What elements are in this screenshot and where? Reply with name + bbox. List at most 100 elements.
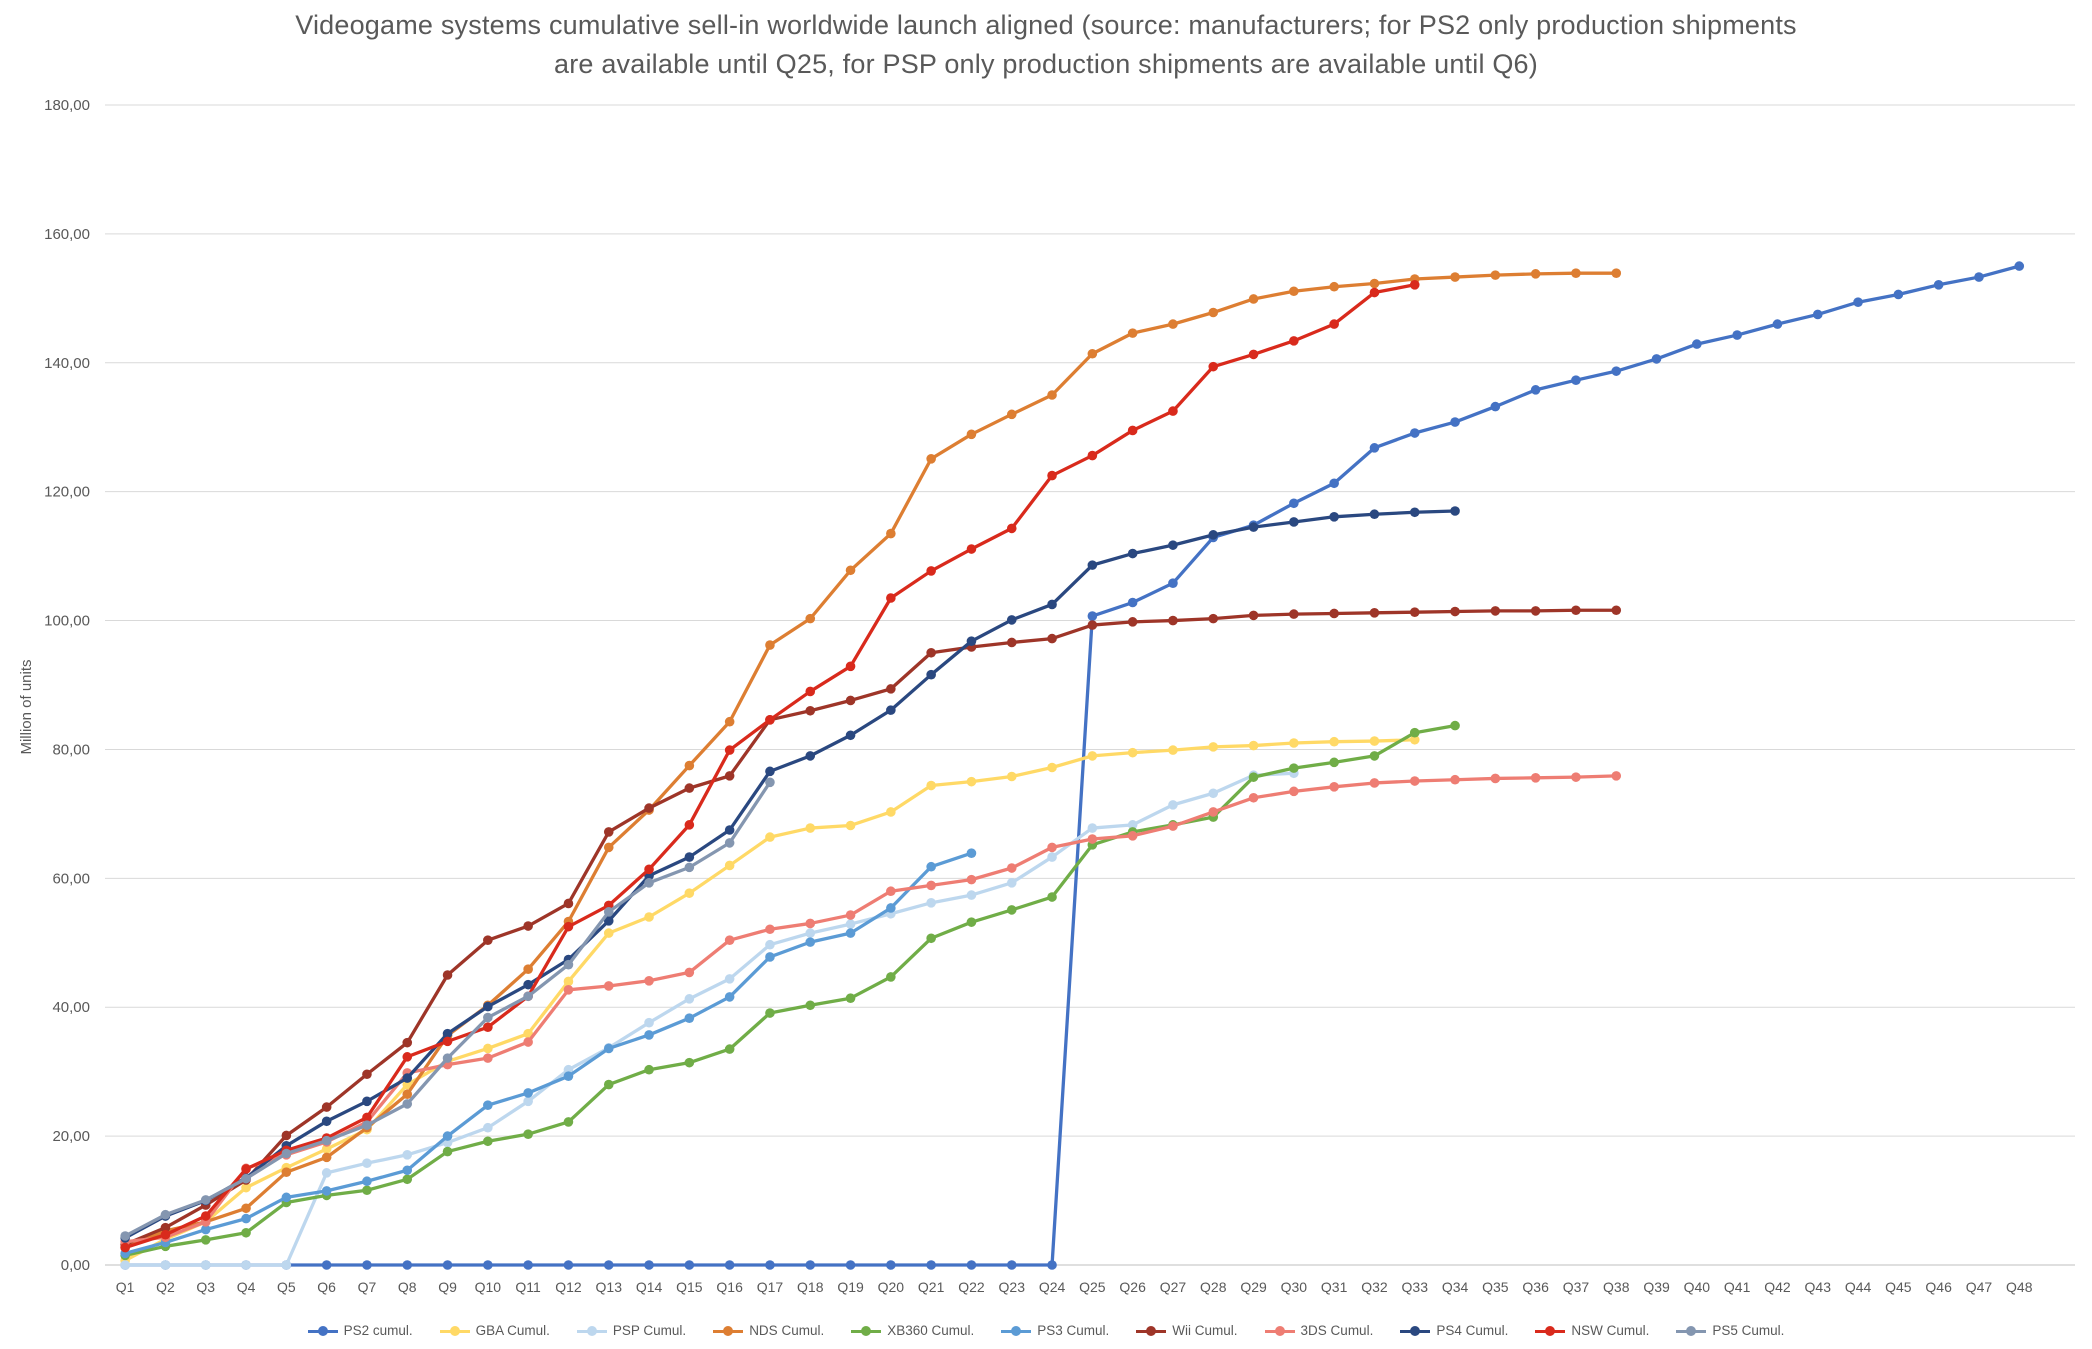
data-point xyxy=(241,1213,251,1224)
data-point xyxy=(523,921,533,931)
data-point xyxy=(402,1052,413,1062)
data-point xyxy=(644,912,654,922)
chart-title-line-2: are available until Q25, for PSP only pr… xyxy=(554,49,1538,79)
series-ps3 xyxy=(120,848,977,1259)
data-point xyxy=(483,1260,493,1270)
data-point xyxy=(1530,606,1541,616)
data-point xyxy=(1530,269,1541,279)
x-tick-label: Q20 xyxy=(878,1279,905,1295)
x-tick-label: Q37 xyxy=(1563,1279,1590,1295)
data-point xyxy=(321,1144,332,1154)
legend-item-ps5: PS5 Cumul. xyxy=(1676,1323,1784,1338)
legend-label: PS4 Cumul. xyxy=(1436,1323,1509,1338)
data-point xyxy=(1611,771,1622,781)
data-point xyxy=(684,852,695,862)
data-point xyxy=(1087,611,1098,621)
data-point xyxy=(402,1037,413,1048)
data-point xyxy=(1409,280,1420,290)
data-point xyxy=(644,878,654,888)
data-point xyxy=(281,1167,292,1177)
series-ps4 xyxy=(120,506,1460,1243)
data-point xyxy=(1409,776,1420,786)
y-tick-label: 140,00 xyxy=(44,355,90,372)
data-point xyxy=(483,1012,493,1023)
legend-label: 3DS Cumul. xyxy=(1300,1323,1374,1338)
data-point xyxy=(845,1260,856,1270)
data-point xyxy=(886,528,896,539)
data-point xyxy=(684,783,695,793)
data-point xyxy=(402,1174,413,1185)
data-point xyxy=(1087,560,1098,570)
data-point xyxy=(362,1185,372,1196)
y-tick-label: 0,00 xyxy=(61,1257,90,1274)
data-point xyxy=(160,1260,171,1270)
data-point xyxy=(926,933,936,944)
y-tick-label: 120,00 xyxy=(44,484,90,501)
x-tick-label: Q3 xyxy=(196,1279,215,1295)
data-point xyxy=(1369,443,1380,453)
data-point xyxy=(1168,540,1178,550)
y-tick-label: 20,00 xyxy=(52,1128,90,1145)
series-3ds xyxy=(120,771,1622,1247)
data-point xyxy=(1127,597,1138,608)
data-point xyxy=(442,1131,453,1141)
data-point xyxy=(1289,286,1299,297)
legend-label: NSW Cumul. xyxy=(1571,1323,1650,1338)
legend-label: PS2 cumul. xyxy=(343,1323,413,1338)
data-point xyxy=(402,1260,413,1270)
data-point xyxy=(1571,268,1581,279)
data-point xyxy=(160,1229,171,1240)
y-tick-label: 180,00 xyxy=(44,97,90,114)
data-point xyxy=(845,928,856,938)
data-point xyxy=(1087,620,1098,630)
data-point xyxy=(1087,348,1098,359)
x-tick-label: Q6 xyxy=(317,1279,336,1295)
data-point xyxy=(523,1129,533,1139)
data-point xyxy=(1450,272,1460,282)
data-point xyxy=(1571,375,1581,385)
data-point xyxy=(563,1071,574,1081)
x-tick-label: Q4 xyxy=(237,1279,256,1295)
data-point xyxy=(603,842,614,853)
x-tick-label: Q43 xyxy=(1805,1279,1832,1295)
data-point xyxy=(1369,278,1380,289)
y-tick-label: 40,00 xyxy=(52,999,90,1016)
data-point xyxy=(1208,530,1219,540)
legend-label: PSP Cumul. xyxy=(612,1323,687,1338)
data-point xyxy=(200,1224,211,1235)
x-tick-label: Q17 xyxy=(757,1279,784,1295)
data-point xyxy=(321,1168,332,1178)
x-tick-label: Q13 xyxy=(596,1279,623,1295)
data-point xyxy=(644,1030,654,1040)
data-point xyxy=(1611,268,1622,279)
data-point xyxy=(1369,509,1380,520)
data-point xyxy=(926,647,936,658)
data-point xyxy=(765,939,775,950)
data-point xyxy=(1369,778,1380,788)
x-tick-label: Q10 xyxy=(475,1279,502,1295)
data-point xyxy=(603,916,614,926)
series-ps2 xyxy=(120,261,2025,1270)
data-point xyxy=(765,1260,775,1270)
x-tick-label: Q1 xyxy=(116,1279,135,1295)
gridlines xyxy=(105,104,2075,1266)
x-tick-label: Q45 xyxy=(1885,1279,1912,1295)
data-point xyxy=(1248,792,1259,803)
data-point xyxy=(120,1242,130,1253)
data-point xyxy=(1409,727,1420,738)
data-point xyxy=(523,964,533,974)
data-point xyxy=(1127,820,1138,830)
legend-marker-icon xyxy=(439,1325,470,1336)
data-point xyxy=(724,716,735,727)
x-tick-label: Q46 xyxy=(1925,1279,1952,1295)
legend-label: NDS Cumul. xyxy=(749,1323,825,1338)
data-point xyxy=(805,1260,816,1270)
legend-item-3ds: 3DS Cumul. xyxy=(1264,1323,1374,1338)
data-point xyxy=(1087,823,1098,833)
data-point xyxy=(321,1116,332,1127)
x-tick-label: Q15 xyxy=(676,1279,703,1295)
data-point xyxy=(1812,309,1823,320)
data-point xyxy=(966,917,977,927)
data-point xyxy=(926,669,936,680)
x-tick-label: Q23 xyxy=(999,1279,1026,1295)
